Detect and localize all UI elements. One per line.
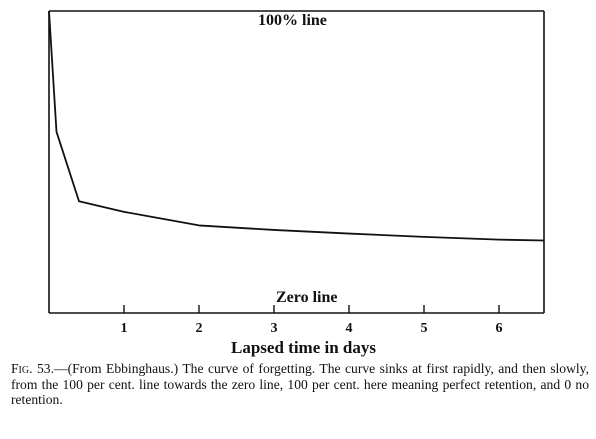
x-tick-label-3: 3 (271, 321, 278, 336)
caption-text: —(From Ebbinghaus.) The curve of forgett… (11, 361, 589, 407)
x-ticks (123, 305, 500, 313)
x-tick-label-6: 6 (496, 321, 503, 336)
x-tick-label-1: 1 (121, 321, 128, 336)
series-group (48, 10, 545, 242)
x-tick-label-2: 2 (196, 321, 203, 336)
x-axis-title: Lapsed time in days (231, 338, 376, 357)
x-tick-labels: 1 2 3 4 5 6 (121, 321, 503, 336)
forgetting-curve-line (48, 10, 545, 242)
figure-caption: Fig. 53.—(From Ebbinghaus.) The curve of… (11, 361, 589, 408)
x-tick-label-4: 4 (346, 321, 353, 336)
zero-line-label: Zero line (276, 289, 338, 306)
forgetting-curve-chart: 1 2 3 4 5 6 (48, 10, 545, 336)
figure-number: Fig. 53. (11, 361, 54, 376)
x-tick-label-5: 5 (421, 321, 428, 336)
hundred-percent-line-label: 100% line (258, 12, 327, 29)
